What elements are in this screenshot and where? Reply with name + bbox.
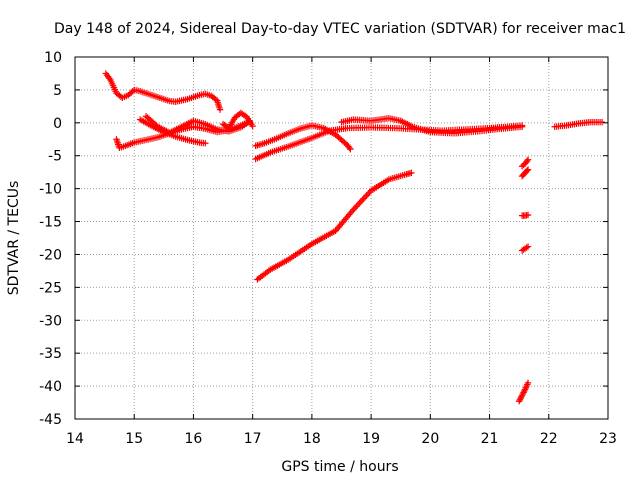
y-tick-labels: 10 5 0 -5 -10 -15 -20 -25 -30 -35 -40 -45 [39,50,62,428]
series-arc-l [518,211,532,219]
data-point [520,389,527,396]
y-tick-label: -10 [39,182,62,198]
x-tick-label: 22 [540,431,558,447]
data-point [357,198,364,205]
y-tick-label: -15 [39,215,62,231]
y-tick-label: -45 [39,412,62,428]
series-arc-e [219,109,256,132]
series-arc-o [551,118,606,130]
y-tick-label: 10 [44,50,62,66]
plot-frame [74,56,609,420]
series-arc-m [518,243,532,254]
data-point [523,244,530,251]
series-arc-k [518,166,532,180]
data-point [524,211,532,219]
y-tick-label: -20 [39,247,62,263]
data-point [354,201,361,209]
x-tick-label: 14 [66,431,84,447]
series-arc-f [252,122,354,153]
data-point [521,387,528,395]
data-point [524,156,532,163]
data-point [518,393,525,400]
data-point [518,123,526,130]
y-tick-label: -5 [48,149,62,165]
data-point [524,243,532,250]
data-point [598,118,606,126]
data-point [202,140,209,147]
series-arc-j [518,156,532,170]
series-arc-d [142,113,253,136]
data-point [517,395,524,402]
data-point [364,190,372,197]
data-point [515,398,523,405]
axis-ticks [74,56,609,420]
y-tick-label: 5 [53,83,62,99]
x-axis-label: GPS time / hours [281,459,398,475]
data-point [408,169,415,177]
data-point [353,203,360,210]
data-point [518,392,526,399]
series-arc-n [515,379,532,405]
y-axis-label: SDTVAR / TECUs [6,181,22,296]
series-arc-i [254,169,415,283]
data-series [102,70,606,405]
y-tick-label: -30 [39,313,62,329]
series-arc-c [136,116,209,147]
x-tick-label: 19 [362,431,380,447]
x-tick-label: 18 [303,431,321,447]
y-tick-label: -35 [39,346,62,362]
data-point [523,167,531,174]
data-point [249,122,256,130]
data-point [216,106,224,113]
data-point [356,200,363,207]
data-point [347,145,354,153]
data-point [363,192,370,199]
grid-lines [75,57,608,419]
data-point [360,195,367,202]
data-point [361,193,369,201]
data-point [524,166,532,173]
series-arc-h [338,115,526,137]
data-point [523,157,531,165]
data-point [129,88,136,95]
data-point [524,379,532,386]
data-point [519,390,527,398]
x-tick-labels: 14 15 16 17 18 19 20 21 22 23 [66,431,617,447]
y-tick-label: 0 [53,116,62,132]
y-tick-label: -25 [39,280,62,296]
x-tick-label: 16 [185,431,203,447]
x-tick-label: 17 [244,431,262,447]
x-tick-label: 15 [125,431,143,447]
data-point [351,204,359,212]
data-point [516,396,524,403]
x-tick-label: 21 [481,431,499,447]
data-point [346,144,353,152]
data-point [359,196,366,204]
x-tick-label: 20 [421,431,439,447]
y-tick-label: -40 [39,379,62,395]
series-arc-a [102,70,224,113]
x-tick-label: 23 [599,431,617,447]
chart-title: Day 148 of 2024, Sidereal Day-to-day VTE… [54,21,626,37]
